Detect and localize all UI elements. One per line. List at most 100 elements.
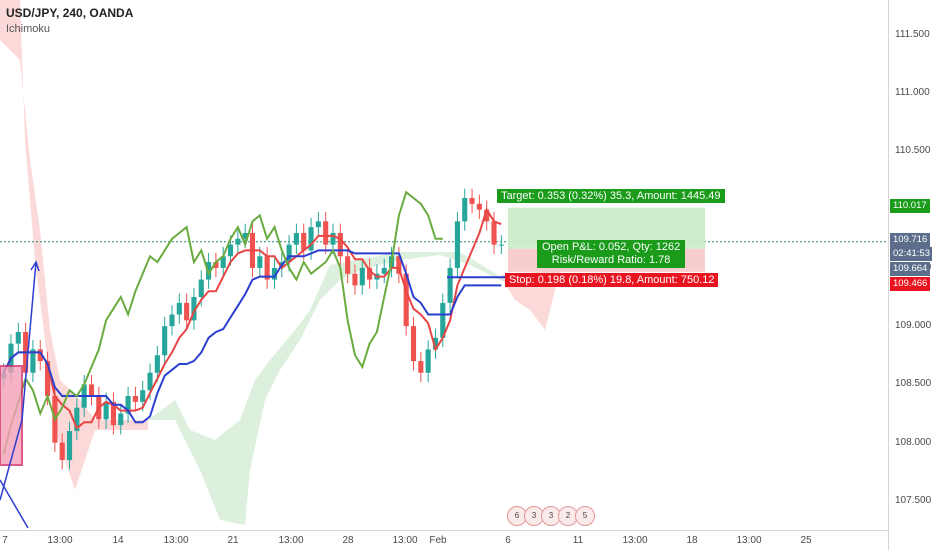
price-tick: 108.500: [895, 378, 932, 390]
chart-area[interactable]: [0, 0, 888, 530]
candle-body: [227, 244, 234, 257]
stop-label[interactable]: Stop: 0.198 (0.18%) 19.8, Amount: 750.12: [505, 273, 719, 287]
candle-body: [425, 349, 431, 373]
candle-body: [271, 267, 278, 280]
price-tick: 107.500: [895, 494, 932, 506]
candle-body: [191, 297, 197, 321]
time-tick: 25: [800, 535, 812, 546]
candle-body: [213, 262, 219, 268]
tenkan-sen-line: [2, 207, 502, 430]
candle-body: [74, 407, 80, 431]
chart-legend: USD/JPY, 240, OANDA Ichimoku: [6, 6, 133, 35]
position-info-label[interactable]: Open P&L: 0.052, Qty: 1262 Risk/Reward R…: [537, 240, 686, 268]
candle-body: [110, 401, 117, 426]
candle-body: [308, 227, 314, 251]
candle-body: [184, 302, 190, 321]
candle-body: [154, 355, 160, 373]
candle-body: [337, 232, 343, 257]
candle-body: [30, 349, 36, 373]
time-tick: 28: [342, 535, 354, 546]
candle-body: [454, 221, 460, 268]
price-tick: 111.000: [895, 87, 930, 99]
candle-body: [381, 267, 387, 274]
candle-body: [162, 326, 168, 356]
chikou-span-line: [2, 190, 443, 455]
time-axis[interactable]: 7 13:00 14 13:00 21 13:00 28 13:00 Feb 6 11 13:00 18…: [0, 530, 888, 551]
candle-body: [440, 302, 446, 338]
time-tick: 13:00: [47, 535, 73, 546]
candle-body: [432, 337, 439, 350]
price-tag: 110.017: [890, 199, 930, 213]
kumo-bearish: [0, 0, 148, 490]
candle-body: [367, 267, 373, 280]
open-pnl-text: Open P&L: 0.052, Qty: 1262: [542, 241, 681, 253]
candle-body: [301, 232, 307, 251]
economic-event-icon[interactable]: 5: [575, 506, 595, 526]
candle-body: [403, 273, 409, 327]
candle-body: [66, 430, 73, 461]
candle-body: [345, 256, 351, 274]
time-tick: 13:00: [278, 535, 304, 546]
candle-body: [476, 203, 482, 210]
candle-body: [447, 267, 453, 303]
time-tick: Feb: [429, 535, 447, 546]
time-tick: 21: [227, 535, 239, 546]
candle-body: [103, 401, 109, 420]
time-tick: 7: [2, 535, 8, 546]
candle-body: [257, 256, 263, 268]
candle-body: [15, 331, 21, 344]
price-tag: 109.466: [890, 277, 931, 291]
drawn-arrow-head: [30, 260, 40, 272]
candle-body: [125, 396, 131, 414]
candle-body: [359, 267, 365, 286]
target-label[interactable]: Target: 0.353 (0.32%) 35.3, Amount: 1445…: [497, 189, 725, 203]
drawn-rectangle: [0, 365, 23, 466]
candle-body: [176, 302, 182, 315]
candle-body: [323, 221, 329, 245]
kumo-bullish: [148, 252, 520, 525]
time-tick: 6: [505, 535, 511, 546]
time-tick: 13:00: [622, 535, 648, 546]
candle-body: [462, 198, 468, 222]
price-tick: 109.000: [895, 320, 932, 332]
candle-body: [235, 238, 241, 245]
candle-body: [198, 279, 204, 298]
candle-body: [484, 209, 490, 222]
candle-body: [88, 384, 95, 397]
candle-body: [498, 244, 504, 246]
candle-body: [132, 396, 138, 402]
indicator-label[interactable]: Ichimoku: [6, 23, 51, 35]
candle-body: [352, 273, 358, 286]
candle-body: [169, 314, 175, 327]
time-tick: 18: [686, 535, 698, 546]
candle-body: [469, 198, 475, 204]
candle-body: [147, 372, 153, 391]
candle-body: [242, 232, 248, 239]
symbol-title[interactable]: USD/JPY, 240, OANDA: [6, 6, 134, 20]
candle-body: [330, 232, 336, 245]
candle-body: [118, 413, 124, 426]
time-tick: 13:00: [392, 535, 418, 546]
candle-body: [410, 326, 417, 362]
candle-body: [396, 256, 402, 274]
candle-body: [37, 349, 43, 362]
candle-body: [140, 390, 146, 402]
candle-body: [418, 361, 424, 373]
candle-body: [220, 256, 226, 268]
time-tick: 11: [572, 535, 584, 546]
price-tick: 111.500: [895, 28, 930, 40]
drawn-arrow: [0, 261, 37, 501]
candle-body: [491, 221, 497, 245]
price-tag: 02:41:53: [890, 247, 932, 261]
price-tick: 110.500: [895, 145, 931, 157]
time-tick: 14: [112, 535, 124, 546]
time-tick: 13:00: [163, 535, 189, 546]
price-tick: 108.000: [895, 436, 932, 448]
candle-body: [286, 244, 292, 263]
price-chart[interactable]: [0, 0, 888, 530]
price-axis[interactable]: 111.500111.000110.500110.000109.500109.0…: [888, 0, 932, 550]
kijun-sen-line: [2, 249, 502, 424]
candle-body: [264, 256, 270, 280]
candle-body: [45, 361, 51, 397]
candle-body: [293, 232, 299, 245]
